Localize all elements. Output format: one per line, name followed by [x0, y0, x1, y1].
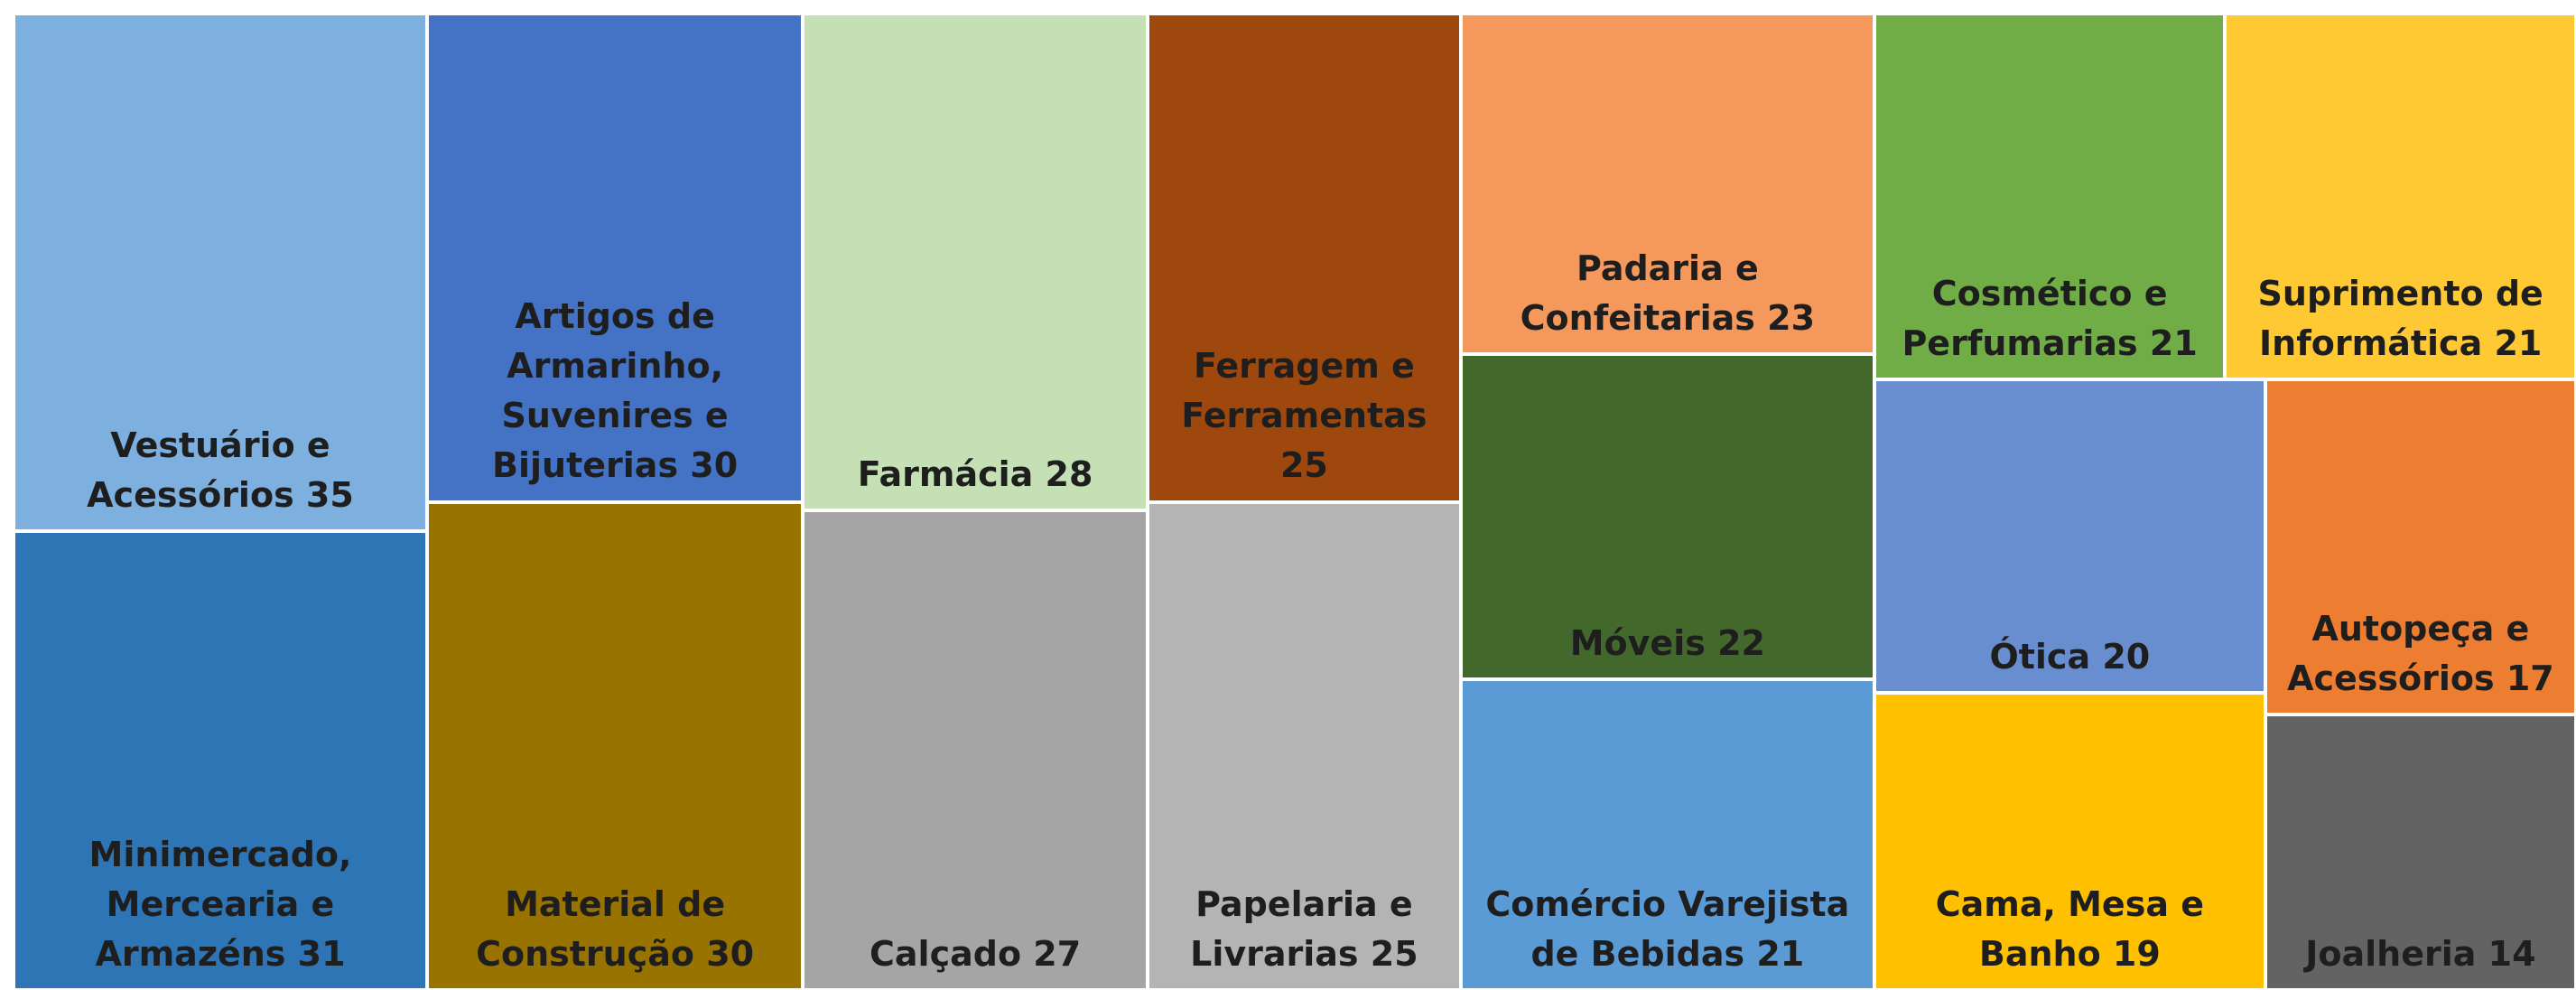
value-label: 35	[305, 475, 354, 516]
category-name: Artigos de Armarinho, Suvenires e Bijute…	[492, 296, 729, 486]
value-label: 27	[1033, 933, 1082, 974]
category-name: Suprimento de Informática	[2257, 274, 2543, 364]
tile-label: Autopeça e Acessórios 17	[2267, 604, 2574, 713]
value-label: 20	[2102, 636, 2151, 677]
tile: Ótica 20	[1874, 379, 2265, 693]
category-name: Móveis	[1569, 622, 1706, 663]
tile: Artigos de Armarinho, Suvenires e Bijute…	[426, 14, 804, 502]
category-name: Calçado	[870, 933, 1022, 974]
value-label: 28	[1045, 454, 1093, 495]
value-label: 30	[690, 445, 739, 486]
tile: Móveis 22	[1460, 353, 1874, 680]
value-label: 21	[2494, 323, 2543, 364]
tile: Material de Construção 30	[426, 501, 804, 990]
tile-label: Vestuário e Acessórios 35	[15, 421, 425, 529]
category-name: Ferragem e Ferramentas	[1181, 346, 1427, 436]
value-label: 25	[1279, 445, 1328, 486]
tile: Calçado 27	[803, 510, 1148, 990]
value-label: 14	[2488, 933, 2536, 974]
category-name: Ótica	[1989, 636, 2091, 677]
tile-label: Material de Construção 30	[429, 880, 801, 988]
category-name: Minimercado, Mercearia e Armazéns	[88, 834, 352, 974]
value-label: 22	[1717, 622, 1765, 663]
category-name: Comércio Varejista de Bebidas	[1485, 883, 1850, 974]
tile: Minimercado, Mercearia e Armazéns 31	[14, 531, 427, 990]
value-label: 30	[706, 933, 755, 974]
tile-label: Móveis 22	[1558, 619, 1778, 677]
tile-label: Artigos de Armarinho, Suvenires e Bijute…	[429, 292, 801, 500]
category-name: Padaria e Confeitarias	[1520, 248, 1759, 338]
tile-label: Cosmético e Perfumarias 21	[1876, 269, 2224, 378]
tile-label: Cama, Mesa e Banho 19	[1876, 880, 2264, 988]
value-label: 21	[1756, 933, 1805, 974]
value-label: 19	[2112, 933, 2161, 974]
tile: Suprimento de Informática 21	[2225, 14, 2576, 380]
category-name: Cosmético e Perfumarias	[1902, 274, 2168, 364]
category-name: Cama, Mesa e Banho	[1935, 883, 2204, 974]
tile: Cosmético e Perfumarias 21	[1874, 14, 2226, 380]
category-name: Joalheria	[2305, 933, 2477, 974]
category-name: Farmácia	[857, 454, 1034, 495]
tile: Ferragem e Ferramentas 25	[1147, 14, 1461, 502]
tile-label: Comércio Varejista de Bebidas 21	[1463, 880, 1873, 988]
category-name: Papelaria e Livrarias	[1190, 883, 1413, 974]
tile-label: Padaria e Confeitarias 23	[1463, 244, 1873, 352]
tile-label: Ferragem e Ferramentas 25	[1149, 341, 1459, 500]
value-label: 21	[2149, 323, 2198, 364]
tile: Vestuário e Acessórios 35	[14, 14, 427, 532]
tile-label: Calçado 27	[857, 929, 1093, 988]
tile: Comércio Varejista de Bebidas 21	[1460, 679, 1874, 990]
tile-label: Joalheria 14	[2292, 929, 2548, 988]
value-label: 23	[1767, 297, 1816, 338]
value-label: 31	[297, 933, 346, 974]
category-name: Autopeça e Acessórios	[2287, 608, 2530, 698]
tile: Cama, Mesa e Banho 19	[1874, 692, 2265, 990]
tile-label: Suprimento de Informática 21	[2227, 269, 2574, 378]
tile: Autopeça e Acessórios 17	[2264, 379, 2576, 714]
tile-label: Papelaria e Livrarias 25	[1149, 880, 1459, 988]
tile-label: Minimercado, Mercearia e Armazéns 31	[15, 830, 425, 988]
tile-label: Farmácia 28	[845, 450, 1106, 509]
treemap: Vestuário e Acessórios 35 Minimercado, Me…	[14, 14, 2576, 990]
category-name: Material de Construção	[476, 883, 726, 974]
tile: Padaria e Confeitarias 23	[1460, 14, 1874, 354]
value-label: 25	[1370, 933, 1418, 974]
tile: Joalheria 14	[2264, 714, 2576, 990]
tile: Papelaria e Livrarias 25	[1147, 501, 1461, 990]
tile-label: Ótica 20	[1976, 632, 2162, 691]
category-name: Vestuário e Acessórios	[87, 425, 330, 516]
tile: Farmácia 28	[803, 14, 1148, 511]
value-label: 17	[2506, 658, 2554, 698]
